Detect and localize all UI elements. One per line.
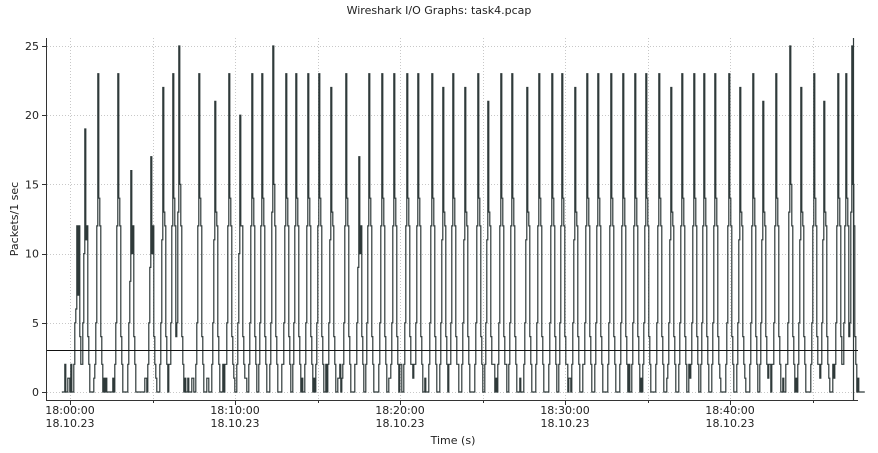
chart-title: Wireshark I/O Graphs: task4.pcap bbox=[347, 4, 532, 17]
y-tick-label: 25 bbox=[25, 40, 39, 53]
x-tick-label-time: 18:20:00 bbox=[375, 404, 424, 417]
x-axis-label: Time (s) bbox=[430, 434, 476, 447]
series-line bbox=[61, 45, 865, 393]
x-tick-label-date: 18.10.23 bbox=[376, 417, 425, 430]
y-tick-label: 15 bbox=[25, 178, 39, 191]
y-ticks: 0 5 10 15 20 25 bbox=[25, 40, 47, 399]
y-tick-label: 5 bbox=[32, 317, 39, 330]
x-tick-label-time: 18:10:00 bbox=[210, 404, 259, 417]
x-tick-label-date: 18.10.23 bbox=[541, 417, 590, 430]
y-axis-label: Packets/1 sec bbox=[8, 182, 21, 256]
x-tick-label-time: 18:00:00 bbox=[45, 404, 94, 417]
x-tick-label-time: 18:30:00 bbox=[540, 404, 589, 417]
x-tick-label-date: 18.10.23 bbox=[211, 417, 260, 430]
x-tick-label-date: 18.10.23 bbox=[46, 417, 95, 430]
axes bbox=[46, 38, 858, 401]
x-tick-label-time: 18:40:00 bbox=[705, 404, 754, 417]
y-tick-label: 20 bbox=[25, 109, 39, 122]
y-tick-label: 0 bbox=[32, 386, 39, 399]
x-tick-label-date: 18.10.23 bbox=[706, 417, 755, 430]
x-ticks: 18:00:0018.10.2318:10:0018.10.2318:20:00… bbox=[45, 400, 814, 430]
y-tick-label: 10 bbox=[25, 248, 39, 261]
series-layer bbox=[61, 38, 865, 400]
